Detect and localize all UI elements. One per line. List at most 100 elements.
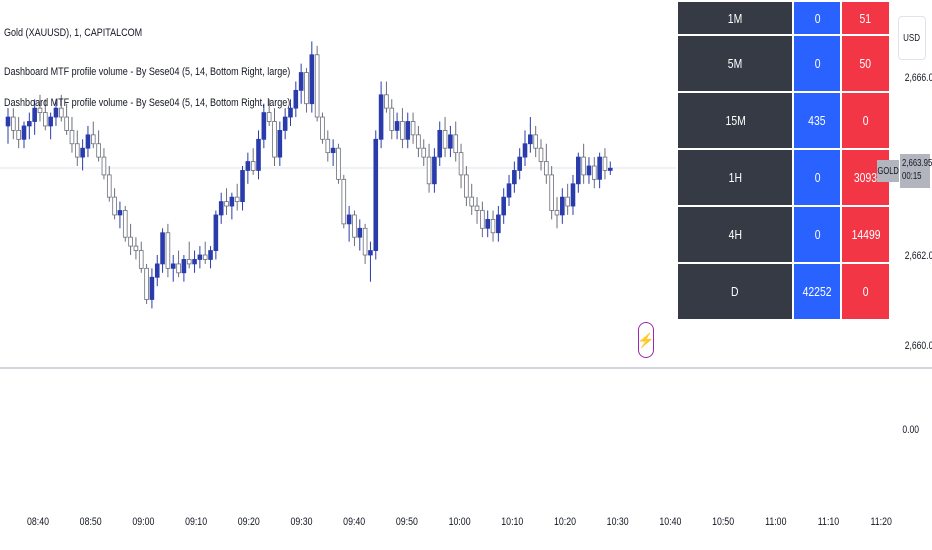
x-tick-label: 10:10 [501,516,523,528]
candle-body [453,134,459,154]
sell-volume-cell: 0 [840,91,891,150]
candle-body [64,116,69,131]
candle-body [266,112,272,122]
candle-body [512,170,517,185]
candle-body [282,116,288,131]
candle-body [27,121,32,127]
candle [496,206,501,242]
candle [277,121,283,166]
sell-volume-cell: 14499 [840,205,891,264]
candle-body [261,112,267,140]
candle-body [533,134,538,149]
candle [341,174,347,229]
candle [490,210,496,242]
candle-body [128,236,133,247]
symbol-tag: GOLD [877,160,899,182]
candle-body [480,210,485,229]
candle-body [352,214,357,238]
candle [581,143,586,184]
candle [576,152,581,193]
candle [74,130,80,166]
candle-body [122,210,128,238]
candle-body [138,250,144,269]
candle-body [43,112,48,127]
candle [346,206,352,242]
candle [32,99,37,135]
candle [224,188,229,215]
candle [464,166,469,207]
candle-body [560,196,565,216]
candle [421,139,427,166]
candle [272,108,277,166]
x-tick-label: 09:00 [132,516,154,528]
candle [378,81,384,149]
x-tick-label: 10:40 [659,516,681,528]
candle [506,174,512,207]
x-tick-label: 10:20 [554,516,576,528]
candle-body [240,170,245,202]
currency-button[interactable]: USD [898,16,926,60]
candle [501,188,506,224]
x-tick-label: 08:40 [27,516,49,528]
indicator-legend-2[interactable]: Dashboard MTF profile volume - By Sese04… [4,97,291,109]
candle [522,130,528,166]
candle [256,130,261,180]
candle [480,201,485,238]
candle-body [389,107,395,131]
candle-body [346,214,352,225]
candle-body [229,196,235,207]
candle-body [37,107,43,114]
candle-body [5,116,11,127]
candle [400,108,405,149]
candle [336,143,341,184]
candle-body [59,107,64,118]
candle-body [501,196,506,216]
candle [330,139,336,166]
candle [43,99,48,131]
candle [154,255,160,287]
candle [442,117,448,158]
x-tick-label: 10:00 [449,516,471,528]
candle [282,108,288,140]
timeframe-cell: 1M [675,0,795,36]
candle [570,174,576,215]
candle [181,255,187,282]
candle-body [517,156,522,171]
candles-group [5,41,613,309]
candle-body [416,134,421,149]
x-axis: 08:40 08:50 09:00 09:10 09:20 09:30 09:40 09:50… [27,516,892,528]
candle [27,112,32,140]
candle [533,125,538,158]
candle-body [272,121,277,158]
candle [213,210,219,260]
candle-body [256,138,261,171]
candle [197,246,203,269]
candle [394,112,400,140]
candle-body [581,156,586,176]
candle-body [538,147,544,162]
candle [80,139,85,171]
candle-body [170,263,176,269]
candle [592,157,597,189]
candle [362,223,368,264]
x-tick-label: 08:50 [80,516,102,528]
sell-volume-cell: 3093 [840,148,891,207]
candle-body [330,147,336,154]
indicator-legend-1[interactable]: Dashboard MTF profile volume - By Sese04… [4,66,291,78]
dashboard-row: 4H 0 14499 [675,205,891,264]
candle-body [602,156,608,171]
candle [384,81,389,113]
timeframe-cell: 4H [675,205,795,264]
candle [202,241,208,264]
candle [11,108,16,140]
candle-body [458,152,464,176]
candle [314,45,320,122]
candle [410,112,416,144]
lightning-icon[interactable]: ⚡ [637,322,655,358]
price-axis-label: 2,666.00 [904,72,932,84]
candle [474,197,480,224]
candle [176,250,181,278]
candle [37,94,43,122]
dashboard-row: 5M 0 50 [675,34,891,93]
